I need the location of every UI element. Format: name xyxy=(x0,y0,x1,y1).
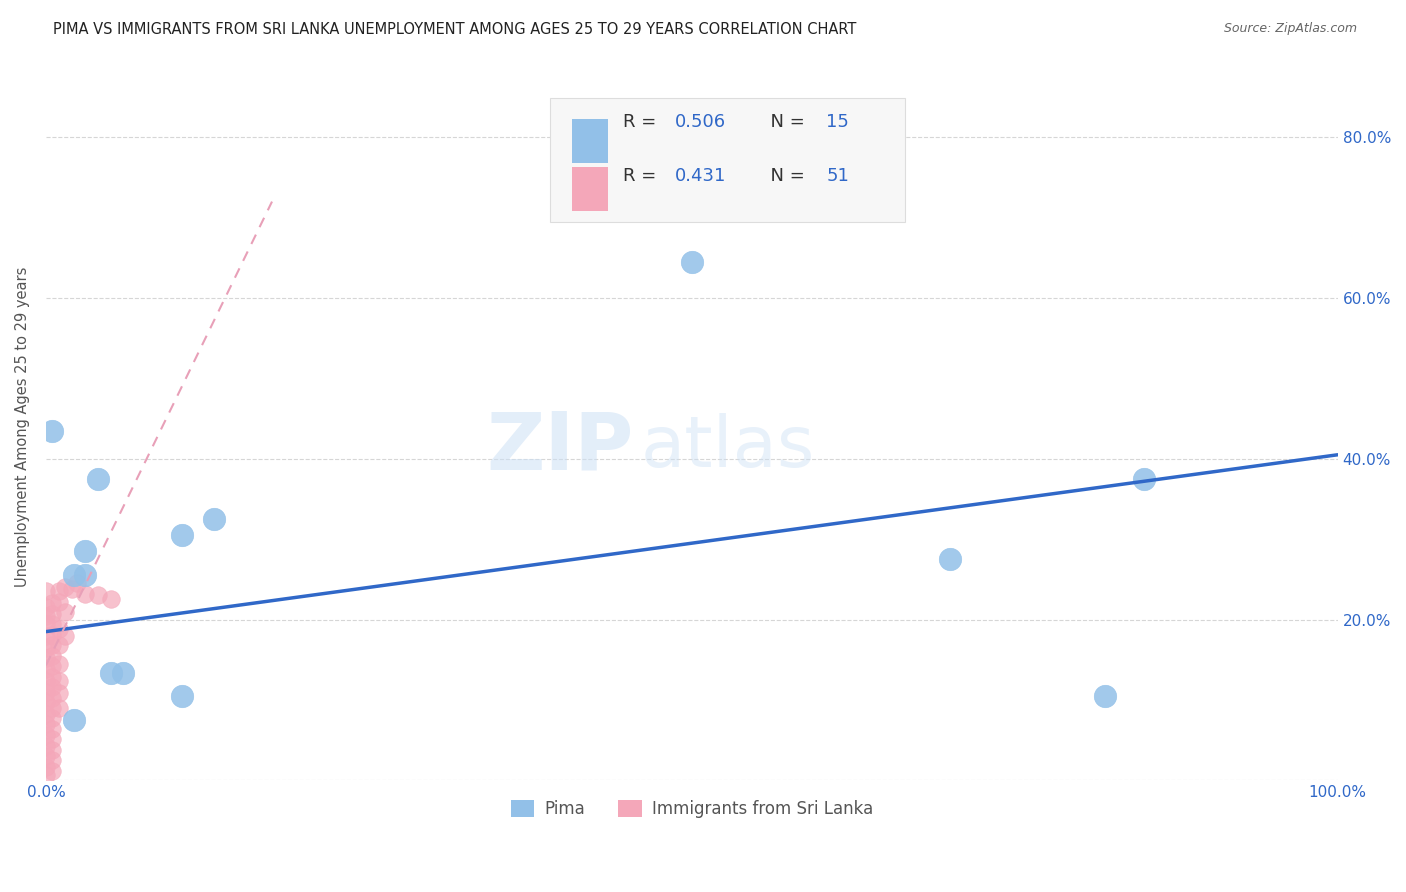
Point xyxy=(35,739,58,753)
Point xyxy=(41,648,63,663)
Point xyxy=(35,706,58,721)
Point xyxy=(35,608,58,623)
Point xyxy=(35,673,58,688)
Bar xyxy=(572,119,607,163)
Point xyxy=(53,629,76,643)
Point xyxy=(112,666,135,681)
Point xyxy=(41,617,63,632)
Point xyxy=(35,662,58,676)
Point xyxy=(35,768,58,782)
Point xyxy=(41,711,63,725)
Text: 51: 51 xyxy=(827,167,849,185)
Point xyxy=(63,568,86,582)
Point xyxy=(86,589,108,603)
Point xyxy=(41,701,63,715)
Point xyxy=(35,717,58,731)
Point xyxy=(41,597,63,611)
Text: 0.506: 0.506 xyxy=(675,113,725,131)
Point xyxy=(35,584,58,599)
Point xyxy=(41,424,63,438)
Text: atlas: atlas xyxy=(640,413,814,483)
Point xyxy=(41,628,63,642)
Point xyxy=(41,743,63,757)
Point xyxy=(100,592,122,607)
Point xyxy=(48,595,70,609)
Point xyxy=(86,472,108,486)
Point xyxy=(170,528,193,542)
Point xyxy=(48,701,70,715)
Point xyxy=(53,581,76,595)
Point xyxy=(53,605,76,619)
Point xyxy=(41,680,63,694)
Point xyxy=(48,657,70,671)
Point xyxy=(41,753,63,767)
Point xyxy=(1094,689,1116,703)
Point xyxy=(41,690,63,705)
Legend: Pima, Immigrants from Sri Lanka: Pima, Immigrants from Sri Lanka xyxy=(505,794,880,825)
Point xyxy=(48,686,70,700)
Point xyxy=(35,616,58,631)
Point xyxy=(48,622,70,636)
Text: R =: R = xyxy=(623,167,662,185)
Point xyxy=(48,638,70,652)
Point xyxy=(48,673,70,688)
Point xyxy=(41,638,63,652)
Point xyxy=(41,722,63,736)
Point xyxy=(170,689,193,703)
Text: N =: N = xyxy=(759,167,810,185)
Point xyxy=(202,512,225,526)
Point xyxy=(48,584,70,599)
Text: 15: 15 xyxy=(827,113,849,131)
Text: N =: N = xyxy=(759,113,810,131)
Point xyxy=(35,640,58,655)
Text: R =: R = xyxy=(623,113,662,131)
Point xyxy=(939,552,962,566)
Point xyxy=(35,685,58,699)
Point xyxy=(35,760,58,774)
Point xyxy=(41,659,63,673)
Text: Source: ZipAtlas.com: Source: ZipAtlas.com xyxy=(1223,22,1357,36)
Point xyxy=(41,764,63,778)
Point xyxy=(35,695,58,709)
Point xyxy=(73,568,96,582)
Point xyxy=(100,666,122,681)
Point xyxy=(41,732,63,747)
Point xyxy=(35,600,58,615)
Point xyxy=(1133,472,1156,486)
Point xyxy=(73,544,96,558)
Point xyxy=(66,576,89,591)
Point xyxy=(35,749,58,764)
Text: ZIP: ZIP xyxy=(486,409,634,487)
Text: 0.431: 0.431 xyxy=(675,167,727,185)
Point xyxy=(60,582,83,596)
Point xyxy=(73,587,96,601)
Point xyxy=(35,629,58,643)
Point xyxy=(41,670,63,684)
Text: PIMA VS IMMIGRANTS FROM SRI LANKA UNEMPLOYMENT AMONG AGES 25 TO 29 YEARS CORRELA: PIMA VS IMMIGRANTS FROM SRI LANKA UNEMPL… xyxy=(53,22,856,37)
Bar xyxy=(572,167,607,211)
Point xyxy=(63,713,86,727)
Point xyxy=(41,607,63,621)
Point xyxy=(35,728,58,742)
Point xyxy=(35,651,58,665)
FancyBboxPatch shape xyxy=(550,98,905,221)
Y-axis label: Unemployment Among Ages 25 to 29 years: Unemployment Among Ages 25 to 29 years xyxy=(15,267,30,587)
Point xyxy=(681,255,703,269)
